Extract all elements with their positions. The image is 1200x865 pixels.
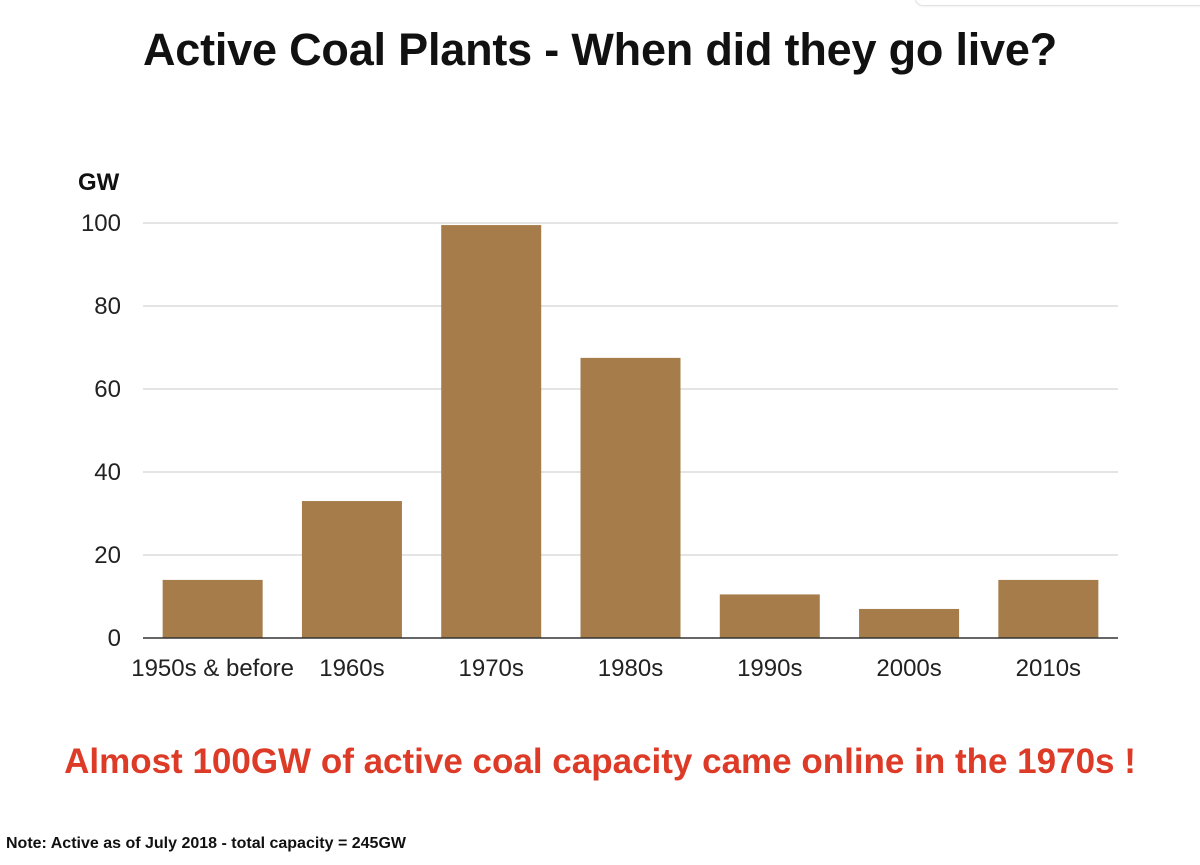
y-tick-label: 80 [94, 293, 121, 320]
y-tick-labels: 0 20 40 60 80 100 [81, 210, 121, 652]
bar-2010s [998, 579, 1099, 638]
footnote: Note: Active as of July 2018 - total cap… [6, 835, 406, 852]
bar-1970s [441, 225, 542, 638]
x-tick-label: 2010s [1016, 655, 1081, 682]
x-tick-labels: 1950s & before 1960s 1970s 1980s 1990s 2000s 2… [131, 655, 1081, 682]
chart-title: Active Coal Plants - When did they go li… [142, 24, 1058, 75]
y-tick-label: 20 [94, 542, 121, 569]
bar-1990s [719, 594, 820, 638]
x-tick-label: 1960s [319, 655, 384, 682]
x-tick-label: 1980s [598, 655, 663, 682]
y-axis-unit-label: GW [78, 169, 120, 196]
y-tick-label: 100 [81, 210, 121, 237]
x-tick-label: 1970s [459, 655, 524, 682]
bar-2000s [859, 608, 960, 638]
y-tick-label: 60 [94, 376, 121, 403]
bars [162, 225, 1099, 638]
y-tick-label: 0 [108, 625, 121, 652]
y-tick-label: 40 [94, 459, 121, 486]
x-tick-label: 1990s [737, 655, 802, 682]
x-tick-label: 2000s [876, 655, 941, 682]
x-tick-label: 1950s & before [131, 655, 294, 682]
bar-1980s [580, 357, 681, 638]
headline-annotation: Almost 100GW of active coal capacity cam… [64, 742, 1136, 781]
bar-1950s-before [162, 579, 263, 638]
bar-1960s [301, 501, 402, 638]
